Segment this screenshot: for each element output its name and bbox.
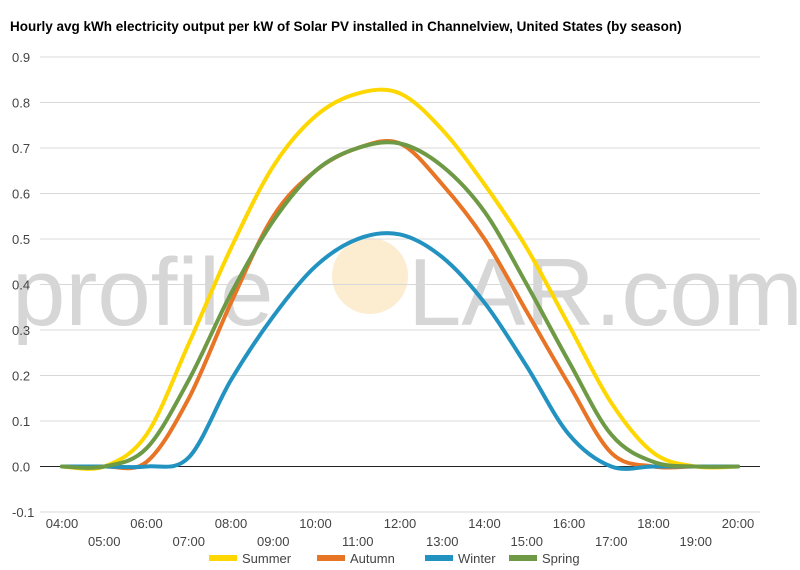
legend-label: Summer xyxy=(242,551,292,566)
watermark-text-right: LAR.com xyxy=(408,239,800,346)
y-tick-label: 0.5 xyxy=(12,232,30,247)
y-tick-label: 0.9 xyxy=(12,50,30,65)
legend-item-winter[interactable]: Winter xyxy=(425,551,496,566)
y-tick-label: 0.3 xyxy=(12,323,30,338)
legend-label: Autumn xyxy=(350,551,395,566)
x-tick-label: 15:00 xyxy=(510,534,543,549)
x-tick-label: 05:00 xyxy=(88,534,121,549)
legend: Summer Autumn Winter Spring xyxy=(209,551,580,566)
series-lines xyxy=(60,87,740,471)
x-tick-label: 04:00 xyxy=(46,516,79,531)
legend-swatch xyxy=(509,555,537,561)
legend-label: Winter xyxy=(458,551,496,566)
x-tick-label: 08:00 xyxy=(215,516,248,531)
legend-item-autumn[interactable]: Autumn xyxy=(317,551,395,566)
chart-title: Hourly avg kWh electricity output per kW… xyxy=(10,19,682,34)
x-tick-label: 20:00 xyxy=(722,516,755,531)
legend-item-spring[interactable]: Spring xyxy=(509,551,580,566)
x-tick-label: 10:00 xyxy=(299,516,332,531)
legend-swatch xyxy=(317,555,345,561)
x-tick-label: 09:00 xyxy=(257,534,290,549)
x-tick-label: 19:00 xyxy=(679,534,712,549)
axes: -0.1 0.0 0.1 0.2 0.3 0.4 0.5 0.6 0.7 0.8 0.9 04:00 0… xyxy=(12,50,754,549)
x-tick-label: 11:00 xyxy=(342,534,374,549)
x-tick-label: 14:00 xyxy=(468,516,501,531)
x-tick-label: 06:00 xyxy=(130,516,163,531)
legend-swatch xyxy=(209,555,237,561)
y-tick-label: 0.6 xyxy=(12,187,30,202)
legend-item-summer[interactable]: Summer xyxy=(209,551,292,566)
x-tick-label: 12:00 xyxy=(384,516,417,531)
y-tick-label: 0.7 xyxy=(12,141,30,156)
y-tick-label: 0.4 xyxy=(12,278,30,293)
y-tick-label: -0.1 xyxy=(12,505,34,520)
x-tick-label: 18:00 xyxy=(637,516,670,531)
legend-label: Spring xyxy=(542,551,580,566)
y-tick-label: 0.2 xyxy=(12,369,30,384)
x-tick-label: 16:00 xyxy=(553,516,586,531)
legend-swatch xyxy=(425,555,453,561)
watermark-sun xyxy=(332,238,408,314)
y-tick-label: 0.1 xyxy=(12,414,30,429)
x-tick-label: 13:00 xyxy=(426,534,459,549)
x-tick-label: 07:00 xyxy=(172,534,205,549)
y-tick-label: 0.8 xyxy=(12,96,30,111)
x-tick-label: 17:00 xyxy=(595,534,628,549)
y-tick-label: 0.0 xyxy=(12,460,30,475)
